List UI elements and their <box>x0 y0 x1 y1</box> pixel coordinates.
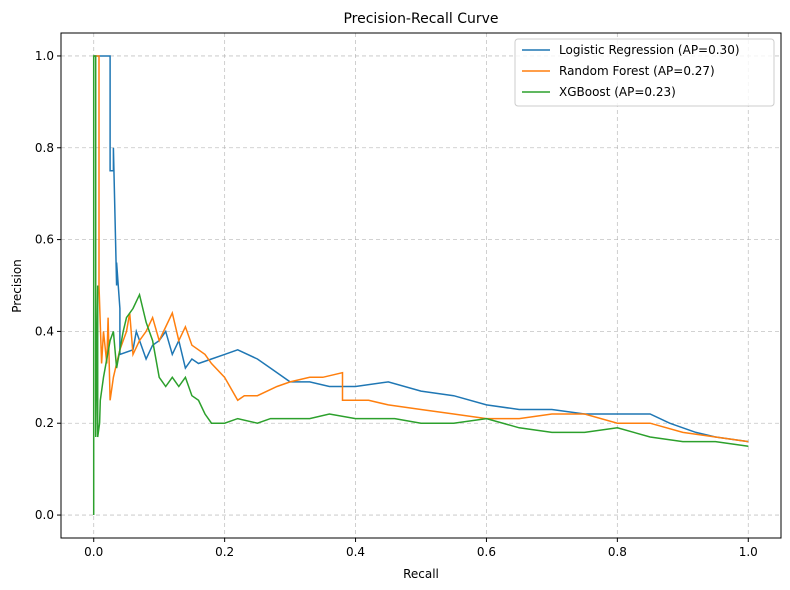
x-tick-label: 0.6 <box>477 545 496 559</box>
y-axis-ticks: 0.0 0.2 0.4 0.6 0.8 1.0 <box>35 49 61 522</box>
y-tick-label: 0.0 <box>35 508 54 522</box>
x-tick-label: 0.8 <box>608 545 627 559</box>
series-line-random-forest <box>93 55 749 443</box>
legend: Logistic Regression (AP=0.30) Random Fore… <box>514 38 775 107</box>
x-axis-ticks: 0.0 0.2 0.4 0.6 0.8 1.0 <box>84 538 758 559</box>
y-tick-label: 0.4 <box>35 324 54 338</box>
x-tick-label: 1.0 <box>739 545 758 559</box>
x-tick-label: 0.4 <box>346 545 365 559</box>
y-axis-label: Precision <box>10 259 24 313</box>
chart-title: Precision-Recall Curve <box>343 11 498 27</box>
y-tick-label: 0.8 <box>35 141 54 155</box>
y-tick-label: 0.2 <box>35 416 54 430</box>
x-tick-label: 0.2 <box>215 545 234 559</box>
y-tick-label: 0.6 <box>35 233 54 247</box>
x-tick-label: 0.0 <box>84 545 103 559</box>
series-line-xgboost <box>92 55 749 515</box>
legend-label-xgboost: XGBoost (AP=0.23) <box>559 85 676 99</box>
y-tick-label: 1.0 <box>35 49 54 63</box>
series-line-logistic-regression <box>93 55 749 443</box>
plot-frame <box>60 32 782 539</box>
legend-label-random-forest: Random Forest (AP=0.27) <box>559 64 715 78</box>
x-axis-label: Recall <box>403 567 439 581</box>
series-layer <box>92 55 749 515</box>
legend-box <box>514 38 775 107</box>
legend-label-logistic-regression: Logistic Regression (AP=0.30) <box>559 43 740 57</box>
